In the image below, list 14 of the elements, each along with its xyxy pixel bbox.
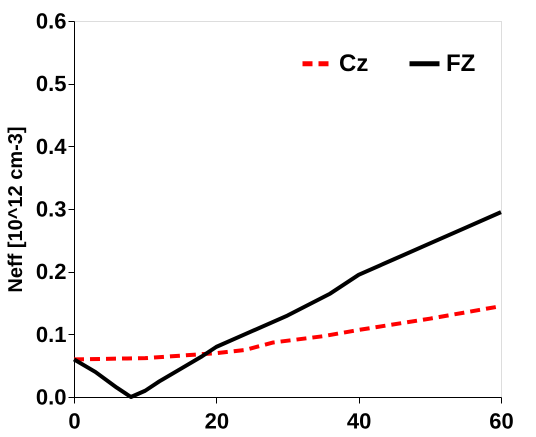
legend-label: Cz bbox=[339, 50, 368, 77]
legend-label: FZ bbox=[446, 50, 476, 77]
y-axis-title: Neff [10^12 cm-3] bbox=[4, 126, 27, 293]
y-tick-label: 0.1 bbox=[36, 322, 66, 347]
y-tick-label: 0.3 bbox=[36, 196, 66, 222]
y-tick-label: 0.4 bbox=[36, 134, 68, 159]
y-tick-label: 0.0 bbox=[36, 384, 66, 410]
y-tick-label: 0.2 bbox=[36, 259, 66, 284]
x-tick-label: 20 bbox=[204, 408, 230, 434]
y-tick-label: 0.5 bbox=[36, 71, 66, 96]
y-tick-label: 0.6 bbox=[36, 8, 66, 34]
x-tick-label: 40 bbox=[346, 408, 372, 434]
x-tick-label: 60 bbox=[489, 408, 514, 434]
x-tick-label: 0 bbox=[68, 408, 81, 434]
